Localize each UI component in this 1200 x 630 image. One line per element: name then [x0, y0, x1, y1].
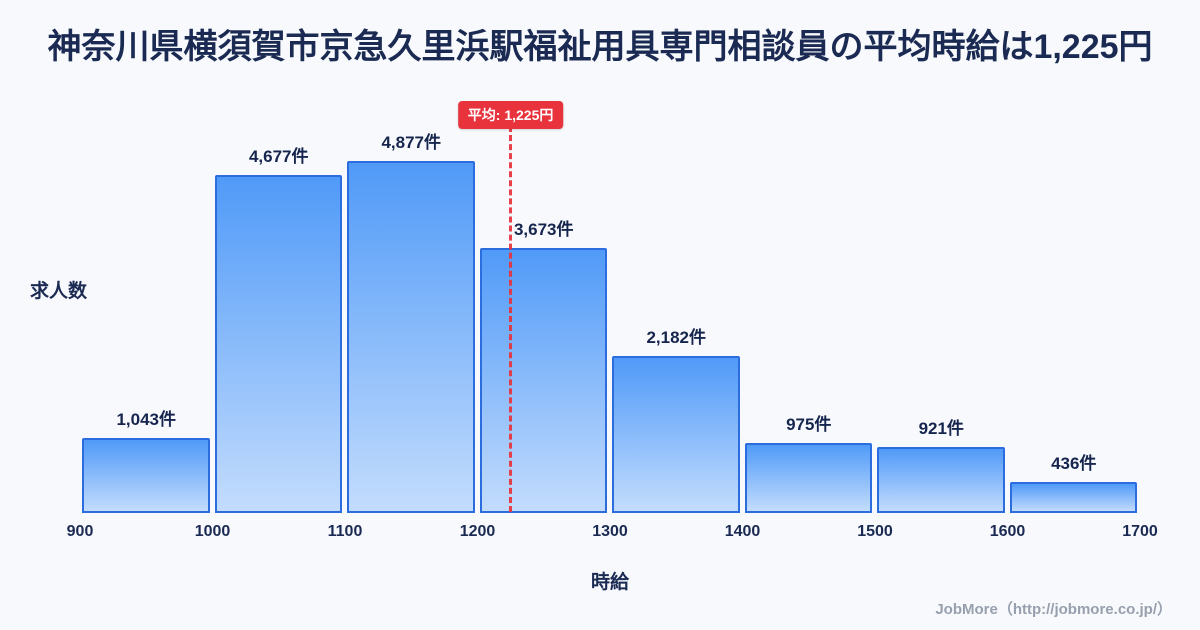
histogram-bar [479, 248, 607, 513]
histogram-bar [82, 438, 210, 513]
x-tick-label: 1700 [1122, 523, 1158, 540]
x-tick-label: 1400 [724, 523, 761, 540]
bar-value-label: 921件 [918, 419, 964, 438]
x-tick-label: 1300 [592, 523, 628, 540]
x-axis-label: 時給 [590, 572, 629, 593]
x-tick-label: 1200 [459, 523, 496, 540]
histogram-bar [744, 443, 872, 513]
y-axis-label: 求人数 [30, 281, 88, 302]
average-line [509, 126, 513, 512]
histogram-bar [612, 356, 740, 513]
histogram-bar [214, 175, 342, 513]
histogram-bar [877, 447, 1005, 513]
x-tick-label: 1600 [989, 523, 1026, 540]
bar-value-label: 3,673件 [513, 220, 574, 239]
bar-value-label: 975件 [786, 415, 832, 434]
bar-value-label: 2,182件 [646, 328, 707, 347]
bar-value-label: 436件 [1051, 454, 1097, 473]
bar-value-label: 4,677件 [248, 147, 309, 166]
footer-credit: JobMore（http://jobmore.co.jp/） [935, 601, 1172, 618]
page-title: 神奈川県横須賀市京急久里浜駅福祉用具専門相談員の平均時給は1,225円 [47, 28, 1153, 66]
histogram-chart: 1,043件 4,677件 4,877件 3,673件 2,182件 975件 921件 43… [80, 100, 1140, 513]
bar-value-label: 4,877件 [381, 133, 442, 152]
histogram-bar [1009, 482, 1137, 513]
x-tick-label: 1000 [194, 523, 231, 540]
bar-value-label: 1,043件 [116, 410, 177, 429]
x-tick-label: 1100 [327, 523, 363, 540]
x-tick-label: 1500 [857, 523, 893, 540]
histogram-bar [347, 161, 475, 513]
x-tick-label: 900 [66, 523, 94, 540]
average-badge: 平均: 1,225円 [457, 101, 564, 129]
x-axis-ticks: 900 1000 1100 1200 1300 1400 1500 1600 1700 [67, 523, 1158, 545]
